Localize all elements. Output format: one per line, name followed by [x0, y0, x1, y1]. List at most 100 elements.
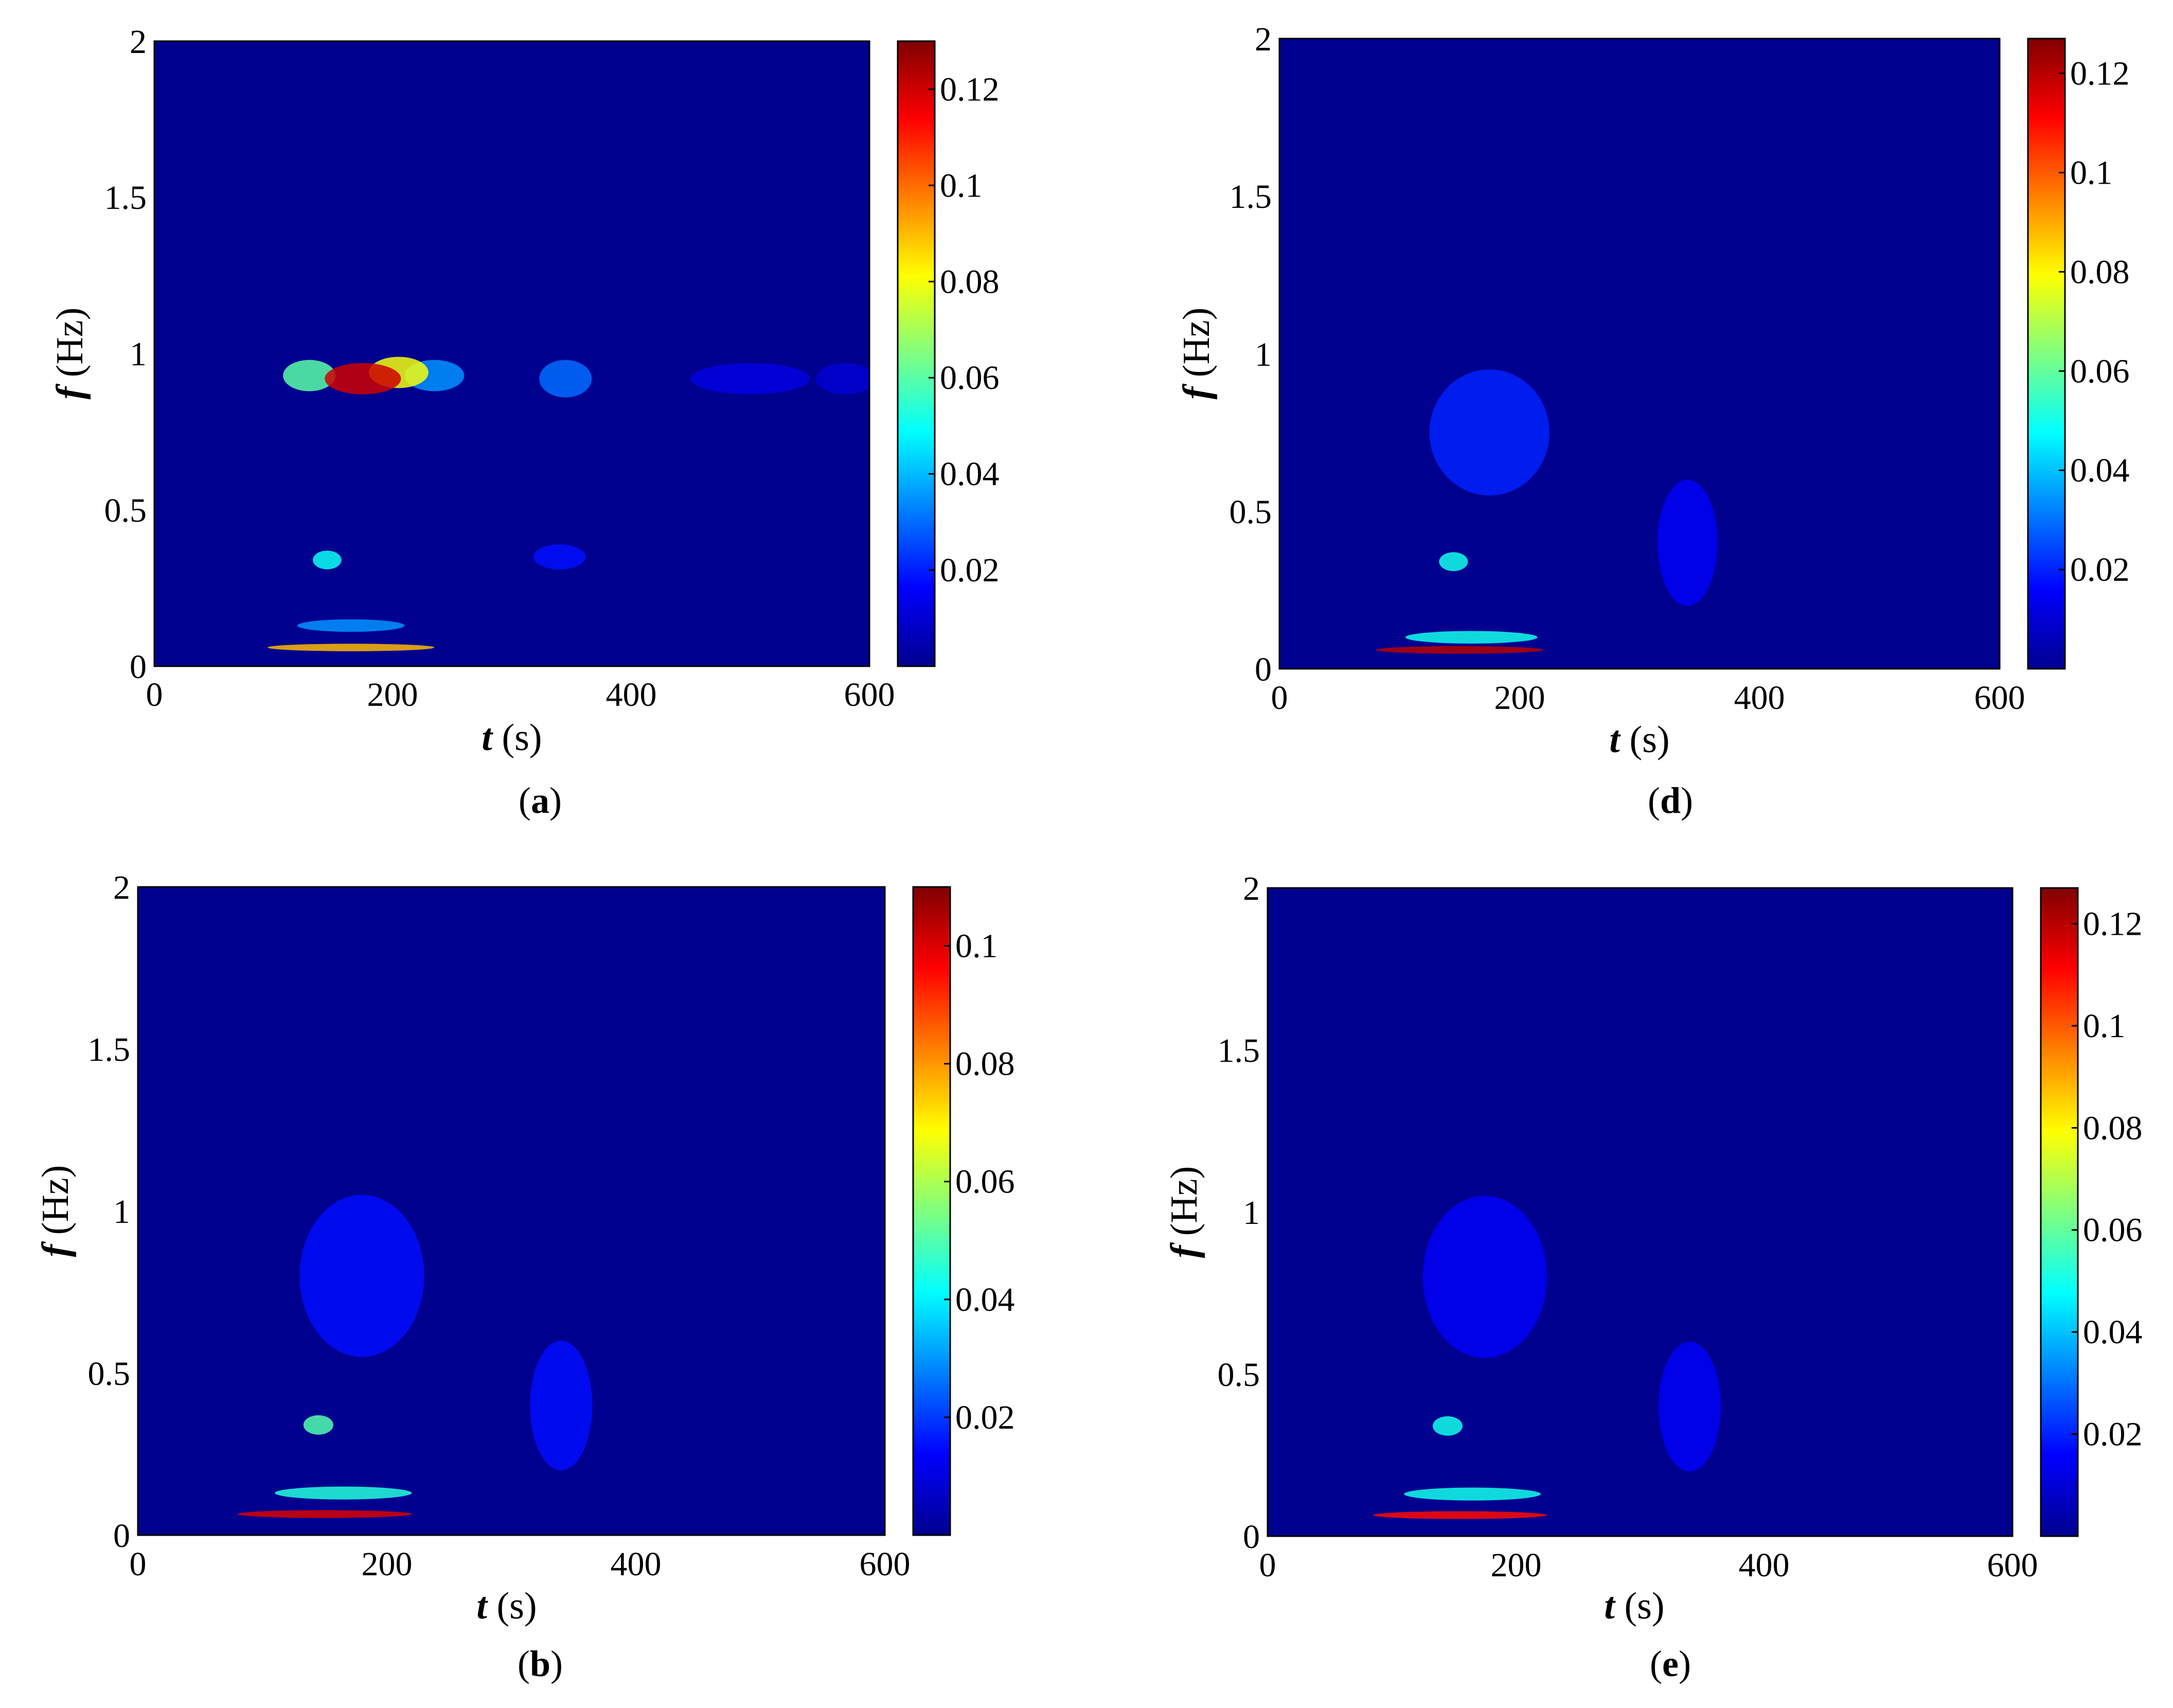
heatmap-hotspot: [283, 360, 336, 392]
panel-b: 0 200 400 600 0 0.5 1 1.5 2 t (s) f (Hz)…: [0, 854, 1086, 1708]
x-tick-label: 200: [362, 1545, 413, 1583]
x-axis-symbol: t: [482, 717, 493, 759]
y-axis-unit: (Hz): [49, 308, 91, 378]
x-axis-symbol: t: [1604, 1585, 1616, 1627]
heatmap-hotspot: [299, 1195, 424, 1357]
x-ticks: 0 200 400 600: [130, 1545, 911, 1583]
colorbar-tick-label: 0.02: [2083, 1416, 2143, 1453]
colorbar-tick-label: 0.02: [955, 1399, 1015, 1436]
x-tick-label: 600: [860, 1545, 911, 1583]
panel-d: 0 200 400 600 0 0.5 1 1.5 2 t (s) f (Hz)…: [1086, 0, 2173, 854]
colorbar-tick-label: 0.06: [940, 359, 1000, 397]
heatmap-hotspot: [1422, 1196, 1547, 1358]
colorbar-tick-label: 0.08: [955, 1045, 1015, 1083]
panel-label: (d): [1648, 780, 1693, 821]
y-tick-label: 0.5: [1218, 1356, 1260, 1394]
colorbar-ticks: 0.02 0.04 0.06 0.08 0.1 0.12: [2072, 905, 2143, 1453]
heatmap-hotspot: [325, 363, 401, 395]
heatmap-marks: [1375, 369, 1718, 654]
panel-a: 0 200 400 600 0 0.5 1 1.5 2 t (s) f (Hz)…: [0, 0, 1086, 854]
y-tick-label: 1: [130, 335, 147, 373]
x-tick-label: 600: [1987, 1546, 2038, 1584]
x-tick-label: 400: [611, 1545, 662, 1583]
plot-background: [1279, 39, 2000, 669]
y-tick-label: 0: [113, 1517, 130, 1555]
colorbar-tick-label: 0.1: [2083, 1007, 2126, 1045]
colorbar-ticks: 0.02 0.04 0.06 0.08 0.1 0.12: [929, 70, 1000, 589]
x-tick-label: 600: [1974, 679, 2025, 717]
x-tick-label: 400: [606, 676, 657, 714]
heatmap-hotspot: [275, 1486, 412, 1500]
x-axis-unit: (s): [1629, 719, 1669, 761]
panel-letter: b: [530, 1643, 550, 1684]
y-axis-label: f (Hz): [49, 308, 91, 400]
colorbar-ticks: 0.02 0.04 0.06 0.08 0.1: [944, 928, 1015, 1436]
heatmap-hotspot: [533, 544, 586, 570]
panel-letter: e: [1662, 1643, 1679, 1684]
y-axis-label: f (Hz): [1175, 308, 1218, 400]
x-axis-unit: (s): [502, 717, 542, 759]
y-axis-label: f (Hz): [1163, 1166, 1205, 1258]
x-tick-label: 0: [130, 1545, 147, 1583]
plot-background: [1268, 888, 2012, 1536]
y-axis-label: f (Hz): [34, 1165, 77, 1257]
colorbar-tick-label: 0.08: [2070, 253, 2130, 291]
heatmap-marks: [268, 357, 869, 651]
plot-background: [154, 41, 869, 666]
x-ticks: 0 200 400 600: [1271, 679, 2025, 717]
heatmap-hotspot: [530, 1341, 593, 1470]
y-tick-label: 0: [1255, 651, 1272, 688]
y-tick-label: 0: [1243, 1518, 1260, 1556]
y-tick-label: 1: [1243, 1194, 1260, 1232]
heatmap-hotspot: [1432, 1416, 1463, 1436]
panel-e: 0 200 400 600 0 0.5 1 1.5 2 t (s) f (Hz)…: [1086, 854, 2173, 1708]
heatmap-hotspot: [1375, 646, 1544, 654]
colorbar: [2040, 887, 2079, 1537]
spectrogram-chart: 0 200 400 600 0 0.5 1 1.5 2 t (s) f (Hz)…: [1175, 21, 2130, 821]
panel-letter: a: [531, 780, 549, 821]
y-ticks: 0 0.5 1 1.5 2: [1230, 21, 1272, 688]
colorbar-tick-label: 0.06: [2083, 1212, 2143, 1249]
x-axis-symbol: t: [476, 1585, 488, 1627]
spectrogram-chart: 0 200 400 600 0 0.5 1 1.5 2 t (s) f (Hz)…: [34, 869, 1015, 1684]
y-tick-label: 2: [130, 23, 147, 61]
colorbar-tick-label: 0.02: [2070, 551, 2130, 589]
x-tick-label: 200: [1494, 679, 1545, 717]
heatmap-hotspot: [1373, 1511, 1547, 1519]
plot-frame: [1278, 38, 2001, 670]
panel-label: (e): [1650, 1643, 1691, 1684]
heatmap-hotspot: [303, 1415, 333, 1435]
x-axis-unit: (s): [1624, 1585, 1664, 1627]
heatmap-marks: [237, 1195, 593, 1518]
x-tick-label: 0: [1271, 679, 1288, 717]
y-tick-label: 1.5: [1218, 1032, 1260, 1070]
y-ticks: 0 0.5 1 1.5 2: [104, 23, 147, 686]
panel-label: (b): [518, 1643, 563, 1684]
y-axis-symbol: f: [34, 1241, 77, 1257]
y-tick-label: 2: [113, 869, 130, 906]
panel-letter: d: [1660, 780, 1681, 821]
heatmap-hotspot: [313, 550, 342, 570]
heatmap-hotspot: [539, 360, 592, 398]
plot-frame: [1267, 887, 2014, 1537]
heatmap-hotspot: [815, 363, 869, 395]
x-tick-label: 0: [1259, 1546, 1276, 1584]
colorbar-tick-label: 0.04: [2083, 1313, 2143, 1351]
x-axis-label: t (s): [1609, 719, 1669, 761]
x-axis-label: t (s): [1604, 1585, 1664, 1627]
heatmap-hotspot: [237, 1510, 412, 1518]
y-tick-label: 2: [1243, 870, 1260, 908]
y-tick-label: 0.5: [104, 492, 147, 529]
x-tick-label: 400: [1734, 679, 1785, 717]
x-tick-label: 200: [367, 676, 418, 714]
heatmap-hotspot: [1429, 369, 1549, 496]
y-tick-label: 0.5: [1230, 493, 1272, 531]
y-tick-label: 1.5: [1230, 178, 1272, 216]
plot-frame: [153, 40, 870, 667]
colorbar-tick-label: 0.1: [940, 167, 983, 204]
heatmap-hotspot: [268, 644, 435, 651]
y-axis-unit: (Hz): [1175, 308, 1218, 378]
y-axis-unit: (Hz): [34, 1165, 77, 1235]
y-axis-symbol: f: [1175, 383, 1218, 399]
y-axis-symbol: f: [1163, 1242, 1205, 1258]
